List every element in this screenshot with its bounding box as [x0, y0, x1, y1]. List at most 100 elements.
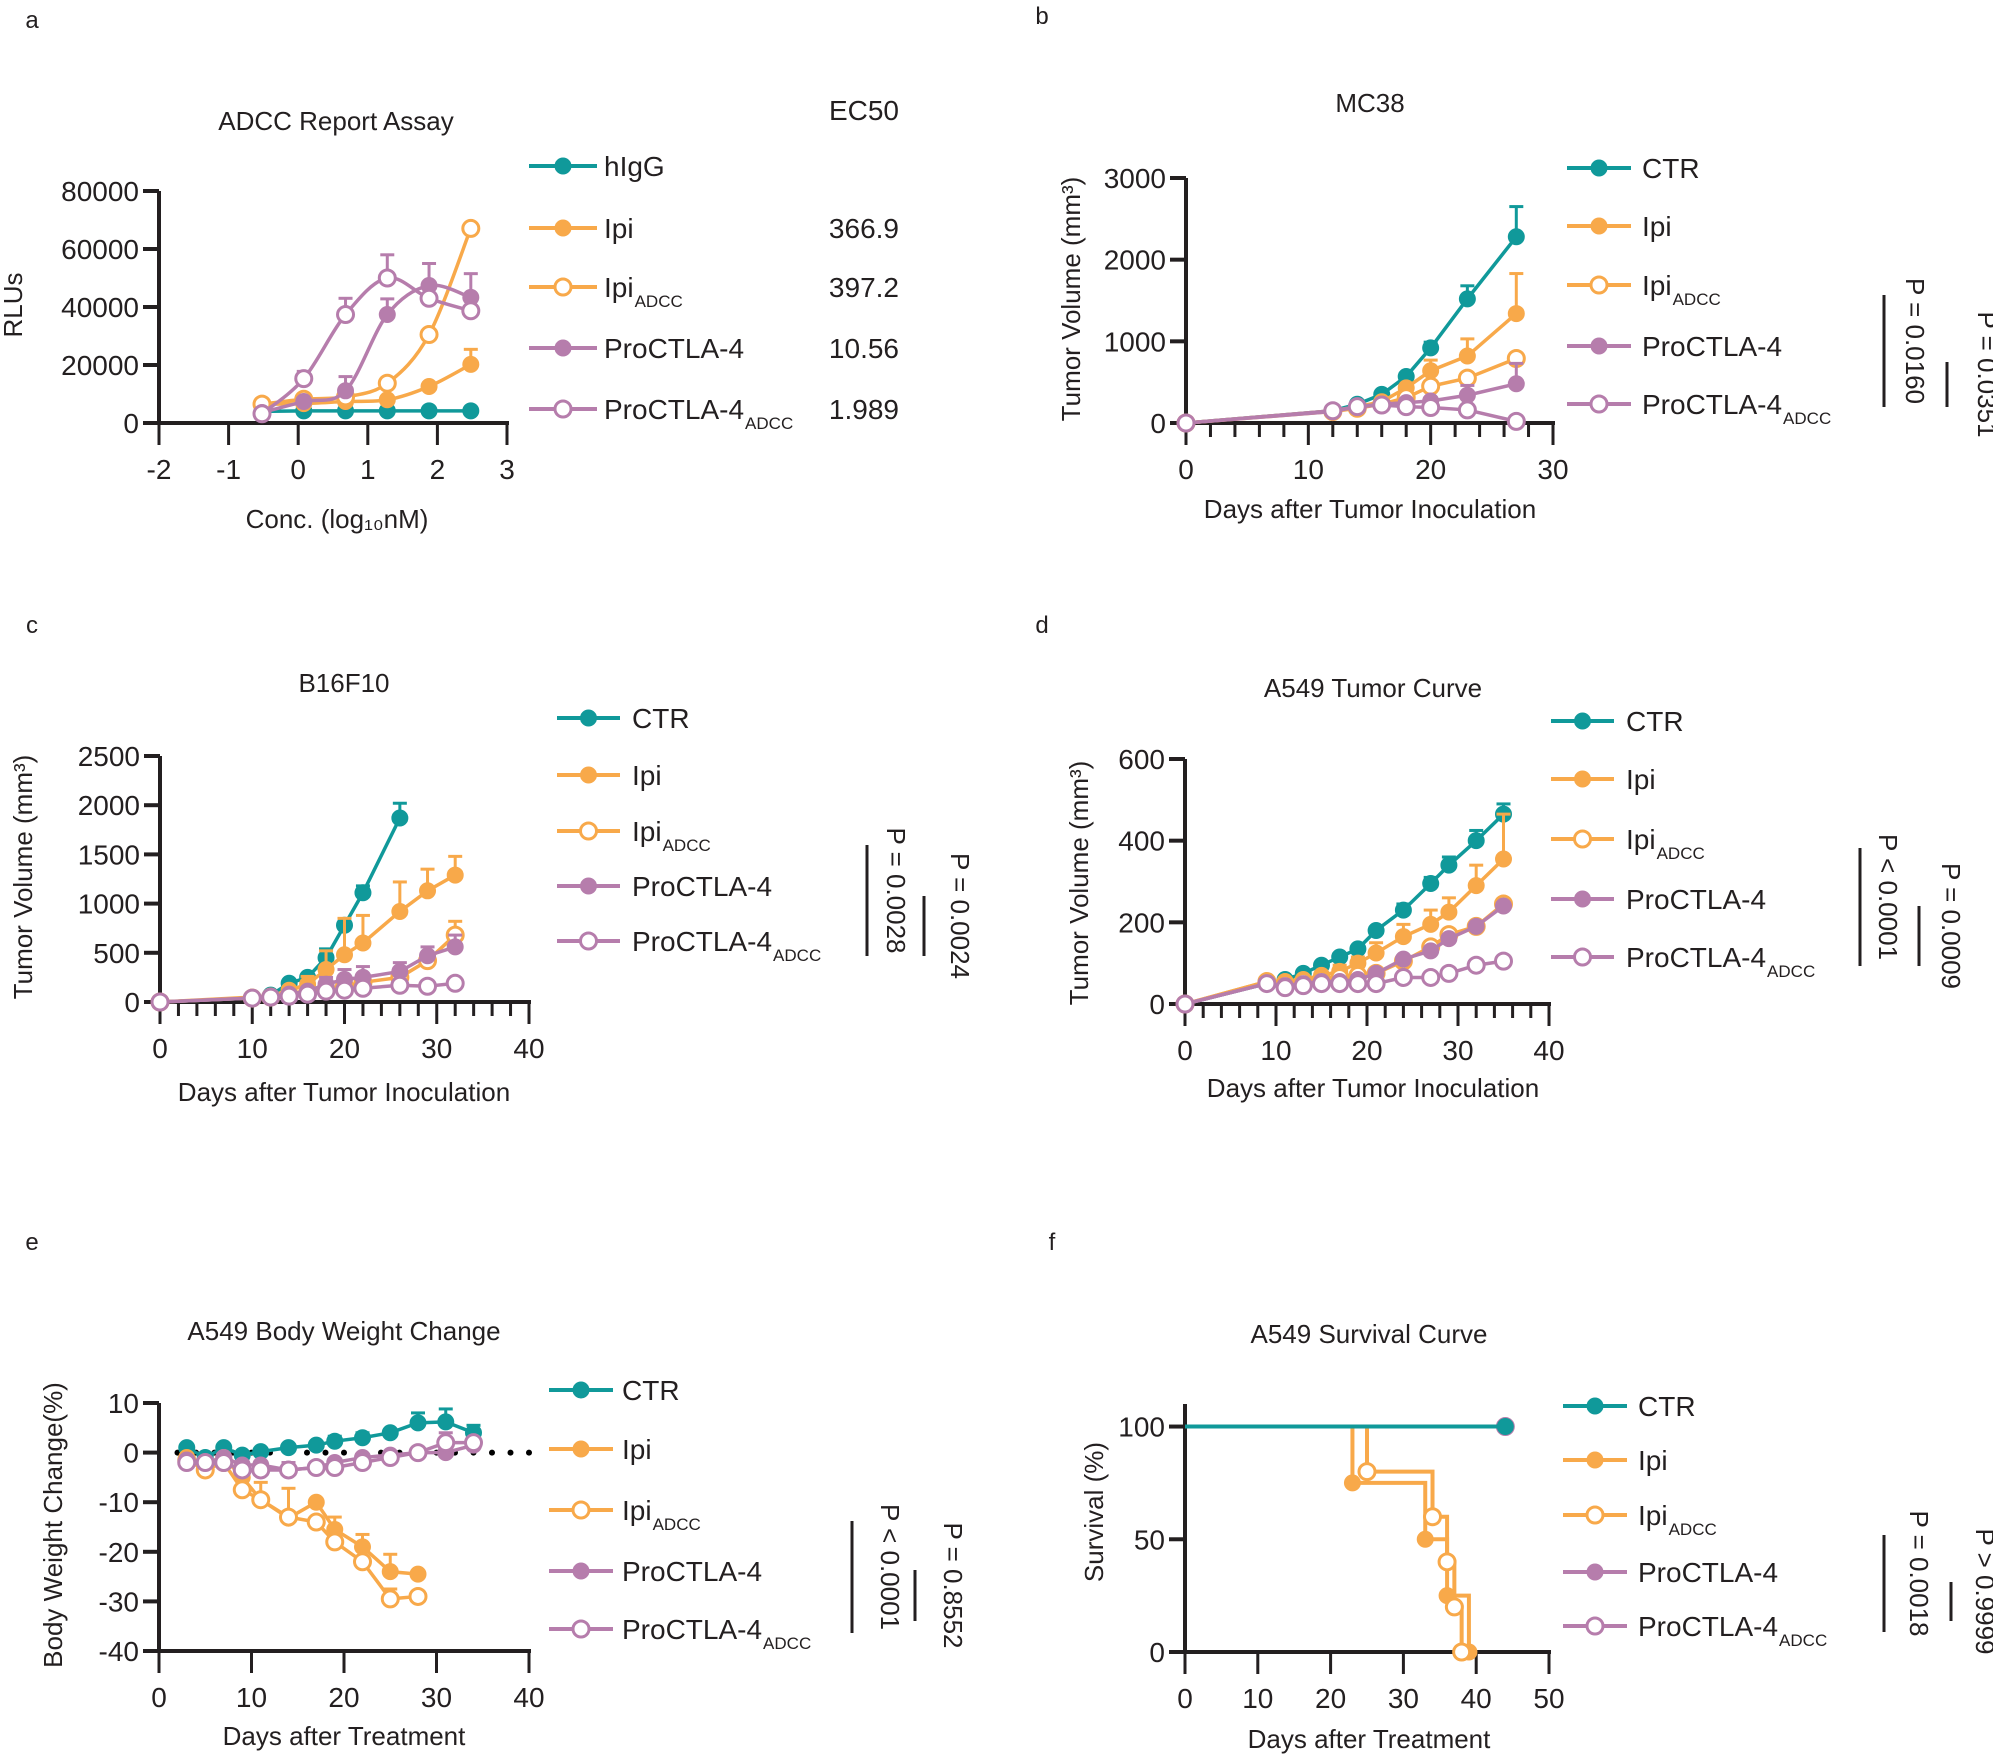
legend-item: ProCTLA-4 ADCC — [549, 1614, 811, 1653]
legend-item: Ipi 366.9 — [529, 213, 899, 244]
legend-marker — [571, 1619, 591, 1639]
x-tick-label: 0 — [152, 1033, 168, 1064]
x-tick-label: 20 — [328, 1682, 359, 1713]
y-tick-label: 20000 — [61, 350, 139, 381]
legend-label: Ipi — [1626, 764, 1656, 795]
legend-label: CTR — [1626, 706, 1684, 737]
legend-item: Ipi ADCC — [1567, 270, 1721, 309]
legend-label: Ipi — [1638, 1445, 1668, 1476]
data-point — [354, 884, 372, 902]
data-point — [1458, 347, 1476, 365]
series-proctla-4-adcc — [150, 973, 465, 1012]
data-point — [381, 1563, 399, 1581]
y-tick-label: 0 — [1149, 989, 1165, 1020]
legend-item: CTR — [557, 703, 690, 734]
data-point — [325, 1457, 345, 1477]
data-point — [306, 1512, 326, 1532]
x-axis-label: Conc. (log₁₀nM) — [246, 504, 429, 534]
y-tick-label: 0 — [124, 987, 140, 1018]
legend-item: Ipi — [1567, 211, 1672, 242]
y-tick-label: -20 — [99, 1537, 139, 1568]
x-tick-label: 50 — [1533, 1683, 1564, 1714]
x-tick-label: -2 — [147, 454, 172, 485]
y-axis-label: Tumor Volume (mm³) — [8, 755, 38, 1000]
x-axis-label: Days after Treatment — [1248, 1724, 1492, 1754]
legend-label: ProCTLA-4 — [1626, 942, 1766, 973]
reference-dot — [507, 1449, 514, 1456]
y-tick-label: -10 — [99, 1487, 139, 1518]
data-point — [1422, 339, 1440, 357]
x-tick-label: 10 — [236, 1682, 267, 1713]
legend-label: ProCTLA-4 — [604, 394, 744, 425]
data-point — [279, 1460, 298, 1480]
data-point — [378, 306, 396, 324]
legend-item: Ipi — [557, 760, 662, 791]
legend-item: CTR — [1563, 1391, 1696, 1422]
x-tick-label: 20 — [1351, 1035, 1382, 1066]
legend-item: ProCTLA-4 — [1551, 884, 1766, 915]
data-point — [1440, 903, 1458, 921]
chart-title: MC38 — [1335, 88, 1404, 118]
legend-item: ProCTLA-4 ADCC 1.989 — [529, 394, 899, 433]
legend-item: hIgG — [529, 151, 665, 182]
legend-label: Ipi — [632, 816, 662, 847]
legend-label: ProCTLA-4 — [604, 333, 744, 364]
x-tick-label: 40 — [1533, 1035, 1564, 1066]
data-point — [1394, 901, 1412, 919]
y-tick-label: 2000 — [78, 790, 140, 821]
legend-label: Ipi — [1642, 211, 1672, 242]
y-tick-label: 2500 — [78, 741, 140, 772]
legend-marker — [571, 1500, 591, 1520]
data-point — [252, 404, 272, 424]
data-point — [461, 218, 481, 238]
legend-label: ProCTLA-4 — [1638, 1611, 1778, 1642]
panel-b: b MC38 Days after Tumor Inoculation Tumor V… — [1035, 3, 1993, 524]
legend-item: ProCTLA-4 10.56 — [529, 333, 899, 364]
y-axis-label: RLUs — [0, 272, 28, 337]
legend-subscript: ADCC — [1669, 1520, 1717, 1539]
data-point — [1357, 1462, 1377, 1482]
data-point — [353, 978, 373, 998]
x-tick-label: 2 — [430, 454, 446, 485]
data-point — [1422, 915, 1440, 933]
ec50-value: 1.989 — [829, 394, 899, 425]
data-point — [1331, 948, 1349, 966]
y-axis-label: Tumor Volume (mm³) — [1056, 177, 1086, 422]
y-tick-label: 10 — [108, 1388, 139, 1419]
data-point — [307, 1436, 325, 1454]
legend-marker — [579, 821, 598, 841]
data-point — [279, 1507, 298, 1527]
data-point — [1421, 376, 1441, 396]
data-point — [408, 1443, 428, 1463]
legend-label: Ipi — [1626, 824, 1656, 855]
legend-item: ProCTLA-4 ADCC — [557, 926, 821, 965]
x-tick-label: 10 — [1242, 1683, 1273, 1714]
legend-label: ProCTLA-4 — [1642, 389, 1782, 420]
x-tick-label: 40 — [513, 1682, 544, 1713]
chart-title: A549 Tumor Curve — [1264, 673, 1482, 703]
y-tick-label: 600 — [1118, 744, 1165, 775]
legend-item: Ipi ADCC — [1563, 1500, 1717, 1539]
data-point — [381, 1424, 399, 1442]
legend-label: Ipi — [1638, 1500, 1668, 1531]
legend-item: CTR — [549, 1375, 680, 1406]
data-point — [1506, 411, 1526, 431]
legend-label: ProCTLA-4 — [622, 1556, 762, 1587]
legend-subscript: ADCC — [763, 1634, 811, 1653]
legend-marker — [1586, 1563, 1604, 1581]
y-tick-label: -40 — [99, 1636, 139, 1667]
data-point — [1394, 928, 1412, 946]
y-tick-label: 60000 — [61, 234, 139, 265]
legend-label: ProCTLA-4 — [1638, 1557, 1778, 1588]
data-point — [1467, 917, 1485, 935]
data-point — [298, 984, 318, 1004]
data-point — [1349, 940, 1367, 958]
x-tick-label: 10 — [1260, 1035, 1291, 1066]
panel-e: e A549 Body Weight Change Days after Treat… — [25, 1229, 968, 1751]
data-point — [1330, 974, 1350, 994]
reference-dot — [526, 1449, 532, 1456]
legend-label: CTR — [632, 703, 690, 734]
x-tick-label: 40 — [513, 1033, 544, 1064]
data-point — [462, 402, 480, 420]
y-tick-label: 1000 — [78, 889, 140, 920]
